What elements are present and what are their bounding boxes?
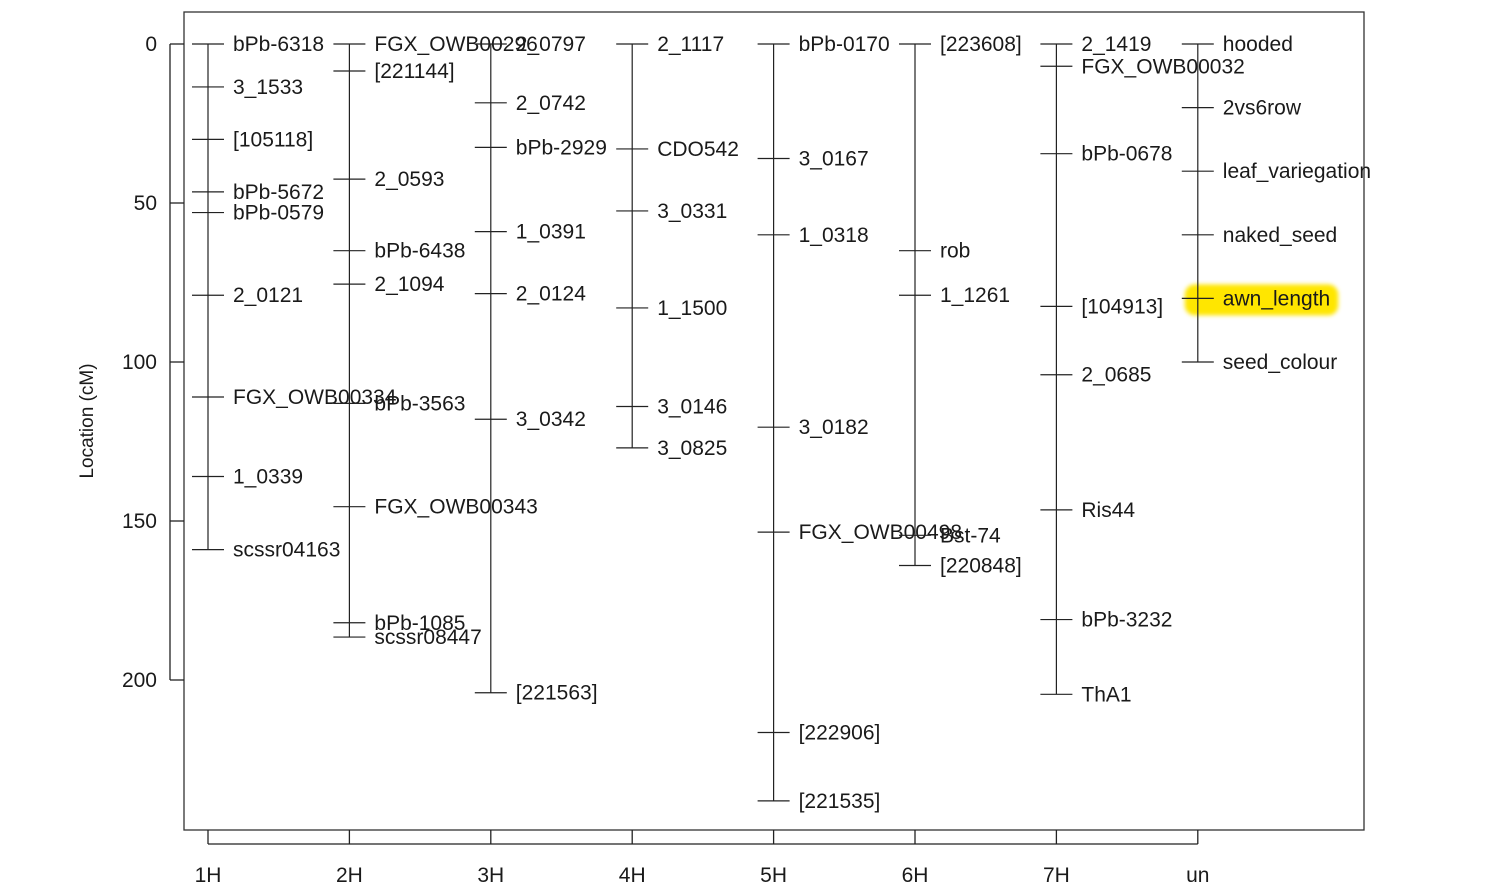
x-tick-label-1h: 1H (195, 864, 222, 887)
x-tick-label-3h: 3H (477, 864, 504, 887)
marker-label: bPb-2929 (516, 136, 607, 159)
y-tick-label: 200 (122, 669, 157, 692)
marker-label: FGX_OWB00296 (374, 33, 537, 56)
x-tick-label-7h: 7H (1043, 864, 1070, 887)
marker-label: bPb-6438 (374, 240, 465, 263)
marker-label: [105118] (233, 128, 313, 151)
marker-label: scssr08447 (374, 626, 481, 649)
marker-label: 2_0685 (1081, 364, 1151, 387)
y-axis-title: Location (cM) (77, 363, 98, 478)
linkage-group-4h: 2_1117 CDO542 3_0331 1_1500 3_0146 3_0825 (616, 33, 739, 460)
marker-label: 2_0742 (516, 92, 586, 115)
y-tick-label: 150 (122, 510, 157, 533)
marker-label: bPb-0678 (1081, 143, 1172, 166)
marker-label: 2_1094 (374, 273, 444, 296)
highlight-layer (1184, 284, 1339, 316)
marker-label: 2vs6row (1223, 97, 1302, 120)
marker-label: FGX_OWB00334 (233, 386, 397, 409)
marker-label: 2_0797 (516, 33, 586, 56)
marker-label: scssr04163 (233, 539, 340, 562)
marker-label: [221535] (799, 790, 881, 813)
marker-label: 2_1117 (657, 33, 724, 56)
x-tick-label-5h: 5H (760, 864, 787, 887)
marker-label: 3_0182 (799, 416, 869, 439)
linkage-group-3h: 2_0797 2_0742 bPb-2929 1_0391 2_0124 3_0342 [2… (474, 33, 607, 705)
marker-label: ThA1 (1081, 683, 1131, 706)
marker-label: CDO542 (657, 138, 739, 161)
x-axis: 1H 2H 3H 4H 5H 6H 7H un (195, 830, 1209, 887)
marker-label: bPb-0579 (233, 202, 324, 225)
marker-label: 3_0825 (657, 437, 727, 460)
marker-label: 3_0331 (657, 200, 727, 223)
marker-label: [104913] (1081, 295, 1163, 318)
y-tick-label: 50 (134, 192, 157, 215)
marker-label: Ris44 (1081, 499, 1135, 522)
marker-label: 3_0146 (657, 396, 727, 419)
marker-label: 1_1261 (940, 284, 1010, 307)
marker-label: 1_1500 (657, 297, 727, 320)
x-tick-label-un: un (1186, 864, 1209, 887)
marker-label: 2_0124 (516, 283, 586, 306)
marker-label: [221563] (516, 682, 598, 705)
x-tick-label-6h: 6H (902, 864, 929, 887)
marker-label: [223608] (940, 33, 1022, 56)
linkage-group-6h: [223608] rob 1_1261 Bst-74 [220848] (899, 33, 1022, 578)
marker-label: [220848] (940, 555, 1022, 578)
marker-label: bPb-6318 (233, 33, 324, 56)
marker-label: 2_0593 (374, 168, 444, 191)
marker-label: bPb-0170 (799, 33, 890, 56)
y-axis: 0 50 100 150 200 (122, 33, 184, 692)
marker-label: 2_0121 (233, 284, 303, 307)
marker-label: 3_0167 (799, 147, 869, 170)
marker-label: naked_seed (1223, 224, 1337, 247)
marker-label: leaf_variegation (1223, 160, 1371, 183)
marker-label: FGX_OWB00498 (799, 521, 962, 544)
marker-label: [222906] (799, 721, 881, 744)
marker-label: 1_0339 (233, 465, 303, 488)
marker-label: FGX_OWB00032 (1081, 55, 1244, 78)
y-tick-label: 0 (145, 33, 157, 56)
marker-label: FGX_OWB00343 (374, 496, 537, 519)
marker-label: [221144] (374, 60, 454, 83)
marker-label: seed_colour (1223, 351, 1337, 374)
y-tick-label: 100 (122, 351, 157, 374)
marker-label: bPb-5672 (233, 181, 324, 204)
linkage-group-2h: FGX_OWB00296 [221144] 2_0593 bPb-6438 2_1094… (333, 33, 538, 649)
marker-label: hooded (1223, 33, 1293, 56)
linkage-group-5h: bPb-0170 3_0167 1_0318 3_0182 FGX_OWB00498 [2… (757, 33, 962, 813)
highlighter-mark (1184, 284, 1339, 316)
marker-label-highlighted: awn_length (1223, 287, 1330, 310)
marker-label: 1_0318 (799, 224, 869, 247)
marker-label: bPb-3232 (1081, 609, 1172, 632)
marker-label: 3_1533 (233, 76, 303, 99)
linkage-group-un: hooded 2vs6row leaf_variegation naked_seeda… (1181, 33, 1371, 374)
x-tick-label-2h: 2H (336, 864, 363, 887)
marker-label: bPb-1085 (374, 612, 465, 635)
marker-label: 2_1419 (1081, 33, 1151, 56)
marker-label: 1_0391 (516, 221, 586, 244)
x-tick-label-4h: 4H (619, 864, 646, 887)
marker-label: 3_0342 (516, 408, 586, 431)
marker-label: Bst-74 (940, 524, 1001, 547)
marker-label: rob (940, 240, 970, 263)
marker-label: bPb-3563 (374, 392, 465, 415)
